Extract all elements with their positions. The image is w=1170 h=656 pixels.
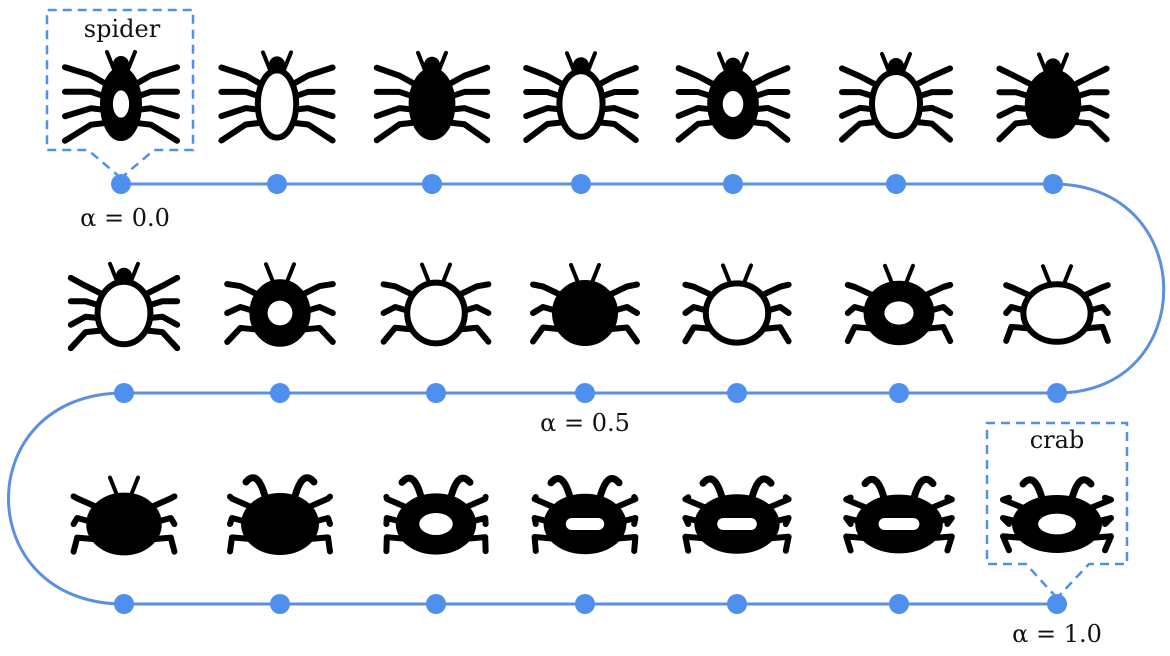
beetle-outline-icon — [1003, 264, 1111, 345]
crab-round-icon — [70, 475, 178, 556]
ladybug-icon — [675, 51, 791, 143]
interpolation-node — [114, 383, 134, 403]
beetle-banded-icon — [844, 263, 954, 346]
interpolation-node — [270, 383, 290, 403]
interpolation-node — [1047, 594, 1067, 614]
interpolation-node — [889, 383, 909, 403]
bug-outline-icon — [224, 262, 336, 347]
end-label: crab — [1030, 426, 1085, 454]
spider-icon — [62, 50, 180, 144]
bug-cross-icon — [380, 262, 492, 347]
start-callout-box — [45, 8, 195, 180]
crab-icon — [682, 475, 792, 554]
interpolation-node — [270, 594, 290, 614]
beetle-icon — [839, 52, 953, 143]
interpolation-node — [727, 594, 747, 614]
interpolation-node — [267, 174, 287, 194]
interpolation-node — [575, 383, 595, 403]
alpha-label: α = 0.5 — [540, 409, 630, 437]
tick-crab-icon — [383, 474, 489, 555]
interpolation-node — [571, 174, 591, 194]
interpolation-node — [727, 383, 747, 403]
start-label: spider — [84, 15, 161, 43]
interpolation-node — [426, 383, 446, 403]
interpolation-node — [422, 174, 442, 194]
interpolation-node — [723, 174, 743, 194]
bug-round-icon — [67, 261, 181, 352]
bug-oval-icon — [530, 263, 640, 346]
crab-pincer-icon — [1000, 476, 1114, 554]
bug-bands-icon — [227, 474, 333, 555]
spider-round-icon — [682, 263, 792, 346]
bug-icon — [996, 52, 1110, 143]
interpolation-node — [114, 594, 134, 614]
crab-square-icon — [531, 475, 639, 555]
interpolation-node — [426, 594, 446, 614]
interpolation-node — [575, 594, 595, 614]
spider-long-legs-icon — [218, 50, 336, 144]
interpolation-node — [886, 174, 906, 194]
interpolation-node — [1043, 174, 1063, 194]
tick-icon — [373, 50, 491, 144]
interpolation-node — [111, 174, 131, 194]
crab-horned-icon — [843, 475, 955, 554]
interpolation-node — [1047, 383, 1067, 403]
end-callout-box — [985, 421, 1129, 600]
spider-spot-icon — [523, 51, 639, 144]
alpha-label: α = 1.0 — [1012, 620, 1102, 648]
alpha-label: α = 0.0 — [80, 204, 170, 232]
interpolation-node — [889, 594, 909, 614]
